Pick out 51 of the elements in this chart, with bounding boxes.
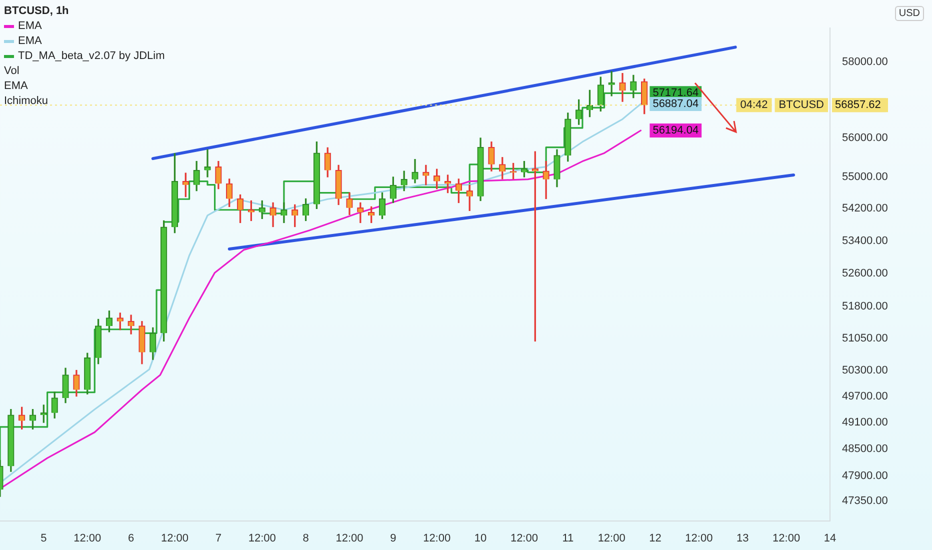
y-tick-label: 58000.00 xyxy=(842,56,888,68)
x-tick-label: 12:00 xyxy=(598,532,626,544)
ref-line-label: 56857.62 xyxy=(835,99,881,112)
legend-label: EMA xyxy=(17,34,43,49)
candlestick xyxy=(204,149,211,178)
annotation: EMA xyxy=(4,79,29,94)
x-tick-label: 14 xyxy=(824,532,836,544)
chart-title: BTCUSD, 1h xyxy=(4,4,70,19)
y-tick-label: 47900.00 xyxy=(842,470,888,482)
x-tick-label: 10 xyxy=(474,532,487,544)
x-tick-label: 7 xyxy=(215,532,222,544)
x-tick-label: 12 xyxy=(649,532,662,544)
legend-label: TD_MA_beta_v2.07 by JDLim xyxy=(17,49,165,64)
y-tick-label: 47350.00 xyxy=(842,495,888,508)
x-tick-label: 13 xyxy=(736,532,749,544)
annotation: 56887.04 xyxy=(652,98,699,110)
y-tick-label: 48500.00 xyxy=(842,443,888,456)
legend-label: EMA xyxy=(17,19,43,34)
y-tick-label: 53400.00 xyxy=(842,234,888,247)
x-tick-label: 12:00 xyxy=(248,532,276,544)
candlestick xyxy=(422,164,430,186)
y-tick-label: 51050.00 xyxy=(842,332,888,344)
y-tick-label: 50300.00 xyxy=(842,364,888,376)
annotation: 04:42 xyxy=(740,99,768,112)
y-tick-label: 51800.00 xyxy=(842,300,888,313)
y-tick-label: 54200.00 xyxy=(842,202,888,215)
x-tick-label: 12:00 xyxy=(423,532,451,544)
candlestick xyxy=(128,314,134,334)
y-tick-label: 49700.00 xyxy=(842,390,888,402)
candlestick xyxy=(542,160,550,200)
annotation: 57171.64 xyxy=(652,87,699,100)
y-axis-title: USD xyxy=(894,6,924,21)
x-tick-label: 12:00 xyxy=(685,532,713,544)
annotation: Ichimoku xyxy=(4,94,50,109)
x-tick-label: 12:00 xyxy=(160,532,188,544)
y-tick-label: 55000.00 xyxy=(842,171,888,184)
x-tick-label: 11 xyxy=(562,532,574,544)
x-tick-label: 12:00 xyxy=(510,532,538,544)
x-tick-label: 9 xyxy=(390,532,396,544)
x-tick-label: 8 xyxy=(302,532,309,544)
y-tick-label: 52600.00 xyxy=(842,268,888,280)
x-tick-label: 12:00 xyxy=(336,532,364,544)
y-tick-label: 56000.00 xyxy=(842,132,888,144)
y-tick-label: 49100.00 xyxy=(842,416,888,429)
x-tick-label: 5 xyxy=(40,532,47,544)
x-tick-label: 6 xyxy=(128,532,134,544)
x-tick-label: 12:00 xyxy=(772,532,800,544)
x-tick-label: 12:00 xyxy=(74,532,102,544)
annotation: Vol xyxy=(4,64,20,79)
annotation: 56194.04 xyxy=(652,124,699,137)
annotation: BTCUSD xyxy=(778,99,824,112)
